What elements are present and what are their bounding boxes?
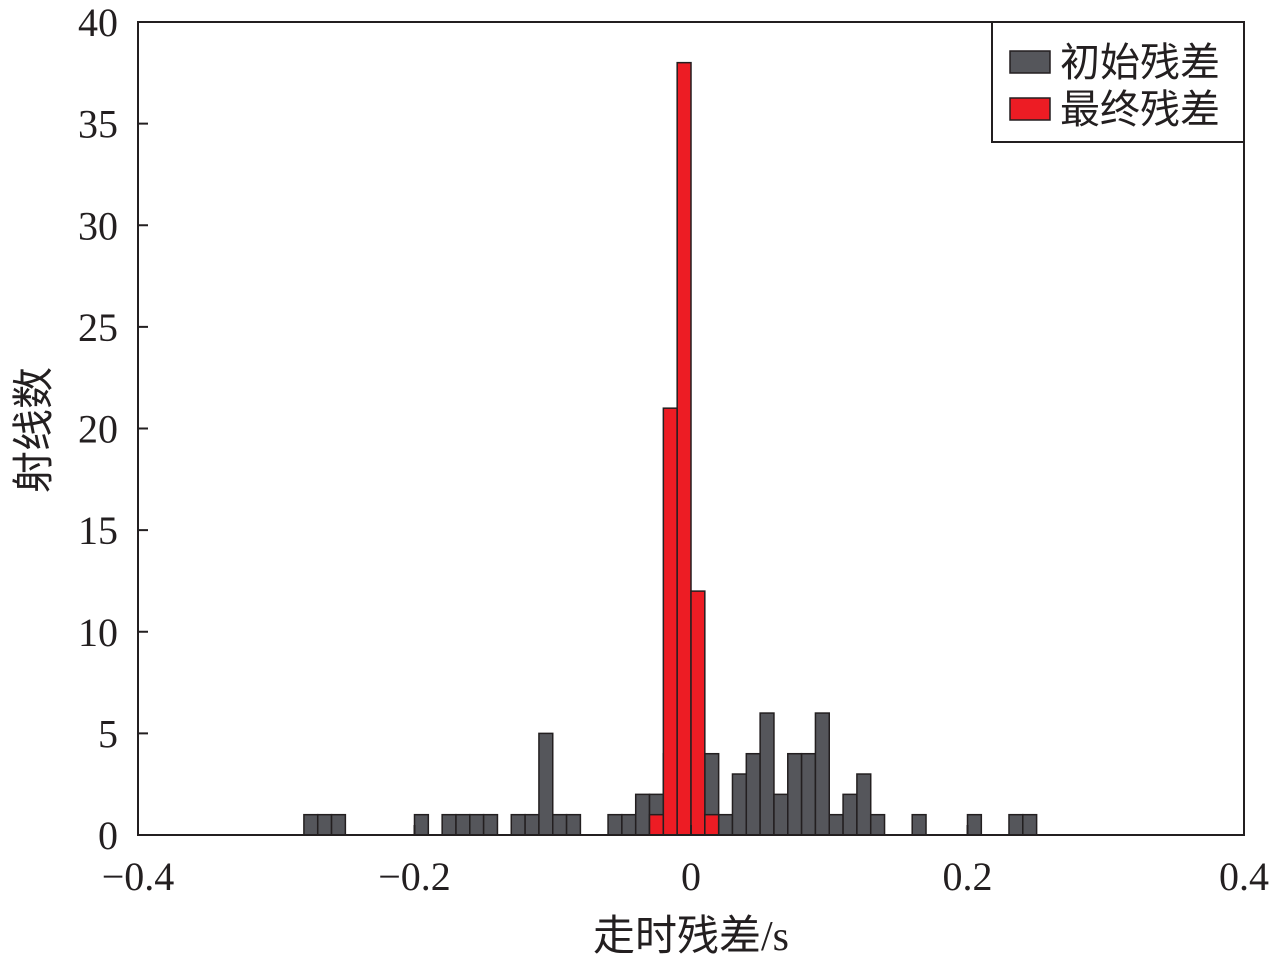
bar-initial-4 <box>441 813 457 836</box>
bar-initial-14 <box>621 813 637 836</box>
x-axis-title: 走时残差/s <box>593 914 789 960</box>
bar-initial-5 <box>455 813 471 836</box>
bar-initial-28 <box>814 712 830 836</box>
bar-initial-25 <box>773 793 789 836</box>
bar-initial-27 <box>800 752 817 836</box>
bar-initial-33 <box>911 813 927 836</box>
bars-layer <box>303 61 1038 836</box>
bar-initial-15 <box>634 793 651 836</box>
bar-final-2 <box>676 61 692 836</box>
bar-initial-36 <box>1022 813 1038 836</box>
bar-final-3 <box>690 590 706 836</box>
x-tick-label-1: −0.2 <box>378 854 451 899</box>
bar-initial-3 <box>413 813 430 836</box>
bar-initial-35 <box>1008 813 1024 836</box>
y-tick-label-2: 10 <box>78 610 118 655</box>
legend-swatch-final <box>1009 97 1051 121</box>
bar-final-1 <box>662 407 678 836</box>
bar-initial-21 <box>717 813 734 836</box>
ticks-layer: −0.4 −0.2 0 0.2 0.4 0 5 10 15 20 25 30 35 40 <box>78 0 1269 899</box>
bar-final-4 <box>704 813 720 836</box>
bar-initial-22 <box>731 773 748 836</box>
bar-initial-9 <box>524 813 540 836</box>
y-tick-label-4: 20 <box>78 407 118 452</box>
legend-box <box>991 21 1245 143</box>
x-tick-label-4: 0.4 <box>1219 854 1269 899</box>
legend-label-initial: 初始残差 <box>1060 40 1220 85</box>
y-tick-label-5: 25 <box>78 305 118 350</box>
bar-initial-11 <box>552 813 568 836</box>
legend-swatch-initial <box>1009 50 1051 74</box>
bar-initial-10 <box>538 732 554 836</box>
y-tick-label-6: 30 <box>78 203 118 248</box>
legend: 初始残差 最终残差 <box>991 21 1245 143</box>
y-tick-label-8: 40 <box>78 0 118 45</box>
bar-initial-34 <box>966 813 983 836</box>
bar-initial-30 <box>842 793 858 836</box>
y-tick-label-1: 5 <box>98 711 118 756</box>
y-tick-label-7: 35 <box>78 102 118 147</box>
bar-initial-8 <box>510 813 526 836</box>
bar-initial-13 <box>607 813 623 836</box>
bar-initial-23 <box>745 752 761 836</box>
bar-initial-2 <box>330 813 347 836</box>
x-tick-label-3: 0.2 <box>943 854 993 899</box>
legend-label-final: 最终残差 <box>1060 87 1220 132</box>
y-axis-title: 射线数 <box>12 367 58 493</box>
bar-initial-31 <box>856 773 872 836</box>
bar-initial-7 <box>482 813 499 836</box>
x-tick-label-2: 0 <box>681 854 701 899</box>
y-tick-label-3: 15 <box>78 508 118 553</box>
bar-initial-1 <box>316 813 333 836</box>
bar-initial-29 <box>828 813 844 836</box>
bar-initial-6 <box>469 813 485 836</box>
bar-initial-0 <box>303 813 319 836</box>
bar-initial-32 <box>869 813 886 836</box>
x-tick-label-0: −0.4 <box>102 854 175 899</box>
bar-final-0 <box>648 813 665 836</box>
bar-initial-26 <box>787 752 803 836</box>
y-tick-label-0: 0 <box>98 813 118 858</box>
bar-initial-24 <box>759 712 775 836</box>
bar-initial-12 <box>565 813 582 836</box>
